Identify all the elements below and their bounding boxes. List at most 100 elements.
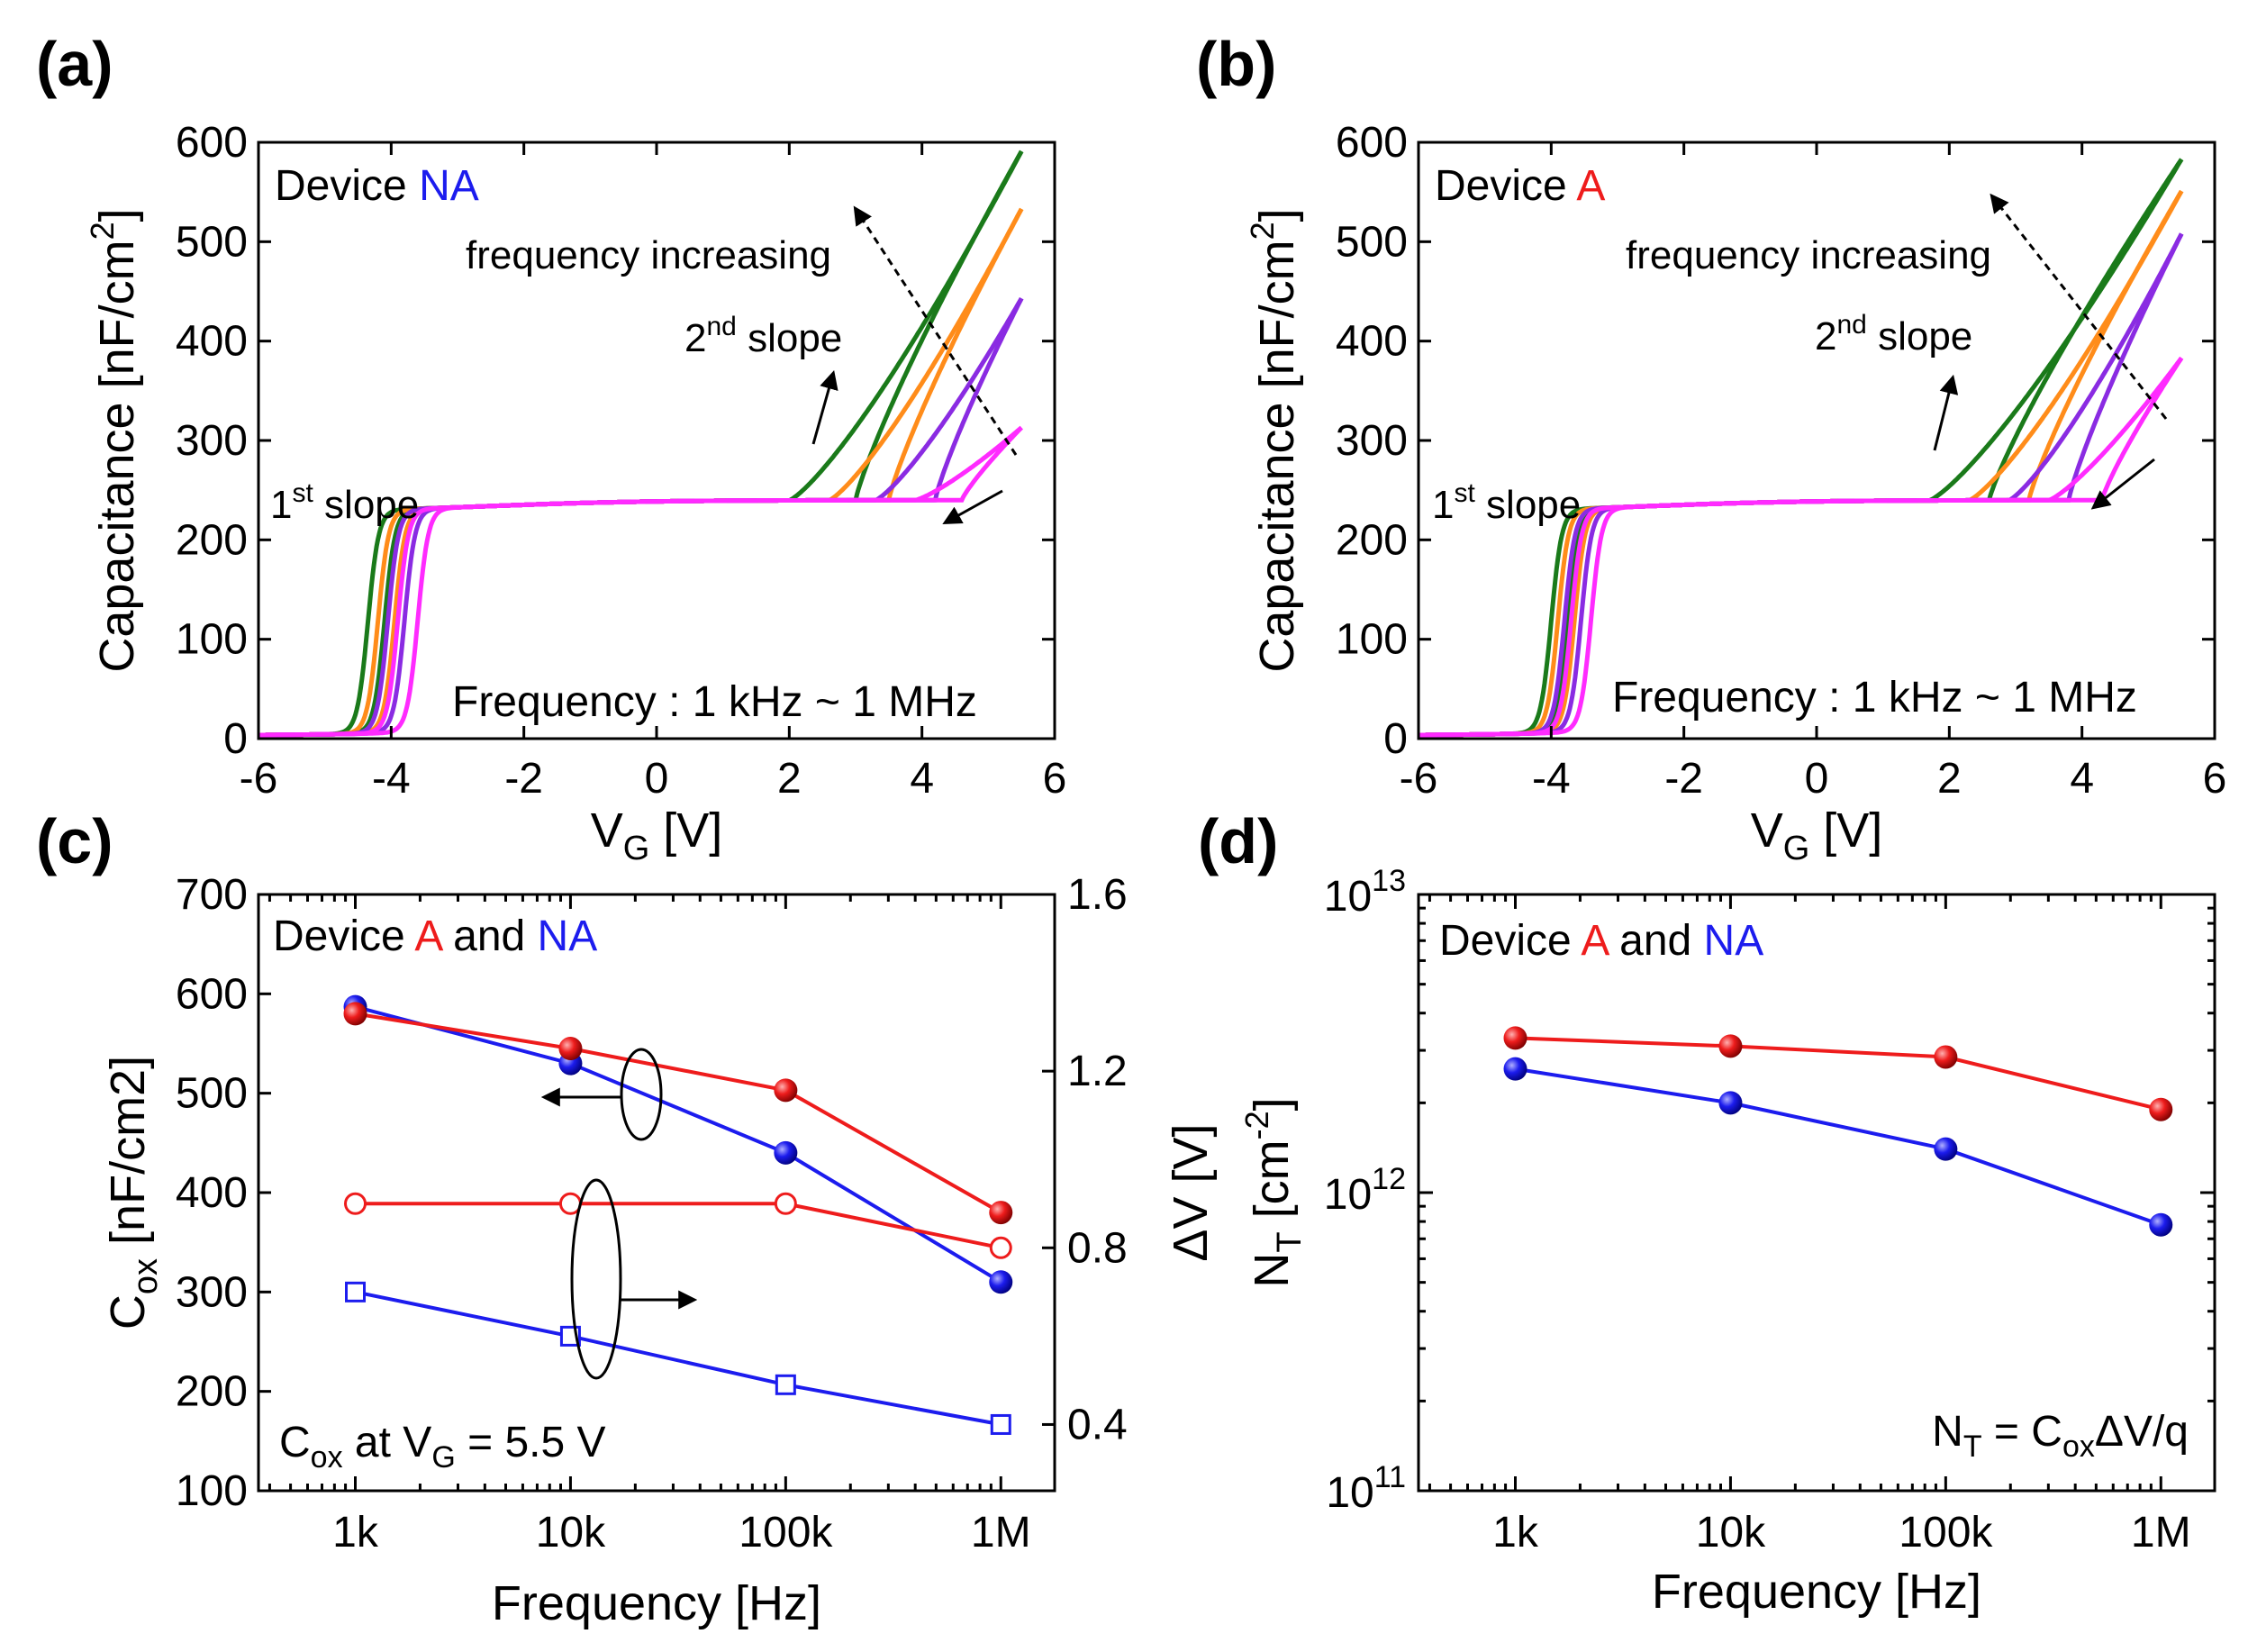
x-axis-title-c: Frequency [Hz] [492, 1576, 821, 1630]
plot-a [258, 150, 1024, 738]
x-tick-label-d: 1k [1492, 1509, 1539, 1557]
ticks-d: 1k 10k 100k 1M 1011 1012 1013 [1324, 864, 2215, 1557]
data-point-NA-dv [775, 1374, 796, 1395]
data-point-A-cox [989, 1201, 1013, 1225]
plot-frame-b [1417, 141, 2216, 740]
x-tick-label-b: 4 [2070, 755, 2094, 803]
series-line-A-cox [355, 1012, 1002, 1214]
cv-curve-magenta-rev [1419, 357, 2184, 738]
x-tick-label-b: 6 [2203, 755, 2227, 803]
data-point-A-dv [989, 1236, 1012, 1259]
panel-c: (c) 1k 10k 100k 1M 100 200 300 400 500 600 700 0.4 0… [36, 806, 1218, 1630]
freq-annotation-b: frequency increasing [1626, 233, 1991, 277]
x-tick-label-a: 4 [910, 755, 934, 803]
y-tick-label-a: 400 [176, 318, 248, 366]
freq-arrow-b [1990, 193, 2168, 420]
x-tick-label-b: -2 [1664, 755, 1703, 803]
plot-frame-c [257, 893, 1056, 1493]
series-line-NA-nt [1515, 1067, 2162, 1227]
y-tick-label-c: 100 [176, 1467, 248, 1515]
data-point-NA-dv [345, 1281, 367, 1303]
data-point-A-nt [2149, 1097, 2173, 1121]
y-axis-title-b: Capacitance [nF/cm2] [1244, 208, 1304, 672]
data-point-A-nt [1934, 1045, 1958, 1069]
panel-d: (d) 1k 10k 100k 1M 1011 1012 1013 Frequency [H… [1198, 806, 2216, 1619]
y2-tick-label-c: 0.4 [1067, 1401, 1128, 1448]
y-tick-label-c: 600 [176, 970, 248, 1018]
data-point-A-cox [343, 1002, 367, 1026]
plot-d [1503, 1026, 2173, 1237]
plot-b [1419, 158, 2184, 738]
panel-label-a: (a) [36, 29, 113, 99]
x-tick-label-b: -4 [1532, 755, 1571, 803]
y-tick-label-c: 700 [176, 871, 248, 919]
x-axis-title-b: VG [V] [1751, 803, 1883, 867]
device-label-b: Device A [1435, 162, 1605, 210]
formula-d: NT = CoxΔV/q [1932, 1408, 2189, 1464]
y-tick-label-c: 200 [176, 1368, 248, 1416]
y-tick-label-b: 500 [1336, 218, 1408, 266]
legend-c: Device A and NA [273, 912, 597, 960]
x-tick-label-a: -4 [372, 755, 411, 803]
y-tick-label-a: 600 [176, 119, 248, 167]
y-tick-label-c: 400 [176, 1169, 248, 1217]
panel-label-b: (b) [1196, 29, 1276, 99]
data-point-A-nt [1503, 1026, 1527, 1050]
freq-range-a: Frequency : 1 kHz ~ 1 MHz [452, 678, 977, 726]
ticks-c: 1k 10k 100k 1M 100 200 300 400 500 600 700 0.4 0.8 1.… [176, 871, 1128, 1557]
ellipse-cox-c [620, 1048, 663, 1141]
panel-label-d: (d) [1198, 806, 1278, 876]
data-point-A-dv [774, 1192, 797, 1215]
data-point-NA-nt [2149, 1212, 2173, 1237]
plot-c [343, 994, 1013, 1435]
data-point-NA-cox [774, 1140, 798, 1165]
x-tick-label-c: 1k [332, 1509, 379, 1557]
x-tick-label-d: 1M [2131, 1509, 2191, 1557]
series-line-A-nt [1515, 1036, 2162, 1112]
freq-arrow-a [853, 205, 1018, 456]
x-tick-label-c: 100k [739, 1509, 833, 1557]
data-point-A-nt [1718, 1034, 1743, 1058]
y-tick-label-b: 300 [1336, 417, 1408, 465]
y2-tick-label-c: 1.6 [1067, 871, 1128, 919]
x-tick-label-b: -6 [1400, 755, 1438, 803]
x-axis-title-a: VG [V] [591, 803, 723, 867]
x-axis-title-d: Frequency [Hz] [1652, 1565, 1981, 1619]
down-arrow-a [942, 489, 1003, 525]
y-tick-label-a: 100 [176, 616, 248, 664]
panel-a: (a) -6 -4 -2 0 2 4 6 0 100 200 300 400 500 600 VG [V]… [36, 29, 1066, 867]
freq-annotation-a: frequency increasing [466, 233, 831, 277]
x-tick-label-b: 2 [1937, 755, 1962, 803]
data-point-NA-nt [1934, 1137, 1958, 1161]
series-line-NA-dv [355, 1290, 1002, 1427]
y2-tick-label-c: 0.8 [1067, 1224, 1128, 1272]
data-point-NA-cox [989, 1270, 1013, 1294]
ticks-b: -6 -4 -2 0 2 4 6 0 100 200 300 400 500 600 [1336, 119, 2226, 803]
ticks-a: -6 -4 -2 0 2 4 6 0 100 200 300 400 500 600 [176, 119, 1066, 803]
x-tick-label-d: 10k [1696, 1509, 1766, 1557]
y-axis-title-c: Cox [nF/cm2] [101, 1056, 165, 1330]
down-arrow-b [2090, 458, 2155, 510]
y-tick-label-c: 300 [176, 1268, 248, 1316]
device-label-a: Device NA [275, 162, 479, 210]
first-slope-b: 1st slope [1432, 478, 1581, 527]
up-arrow-a [811, 369, 838, 445]
x-tick-label-d: 100k [1899, 1509, 1993, 1557]
y-axis-title-d: NT [cm-2] [1238, 1097, 1309, 1287]
data-point-NA-nt [1718, 1091, 1743, 1115]
legend-d: Device A and NA [1439, 917, 1763, 965]
cv-curve-magenta-rev [258, 425, 1023, 738]
note-c: Cox at VG = 5.5 V [279, 1419, 606, 1475]
y-tick-label-b: 400 [1336, 318, 1408, 366]
data-point-A-cox [558, 1037, 583, 1061]
plot-frame-d [1417, 893, 2216, 1493]
x-tick-label-c: 1M [971, 1509, 1031, 1557]
y-tick-label-d: 1013 [1324, 864, 1406, 921]
y2-axis-title-c: ΔV [V] [1164, 1123, 1218, 1261]
ellipse-dv-c [570, 1178, 622, 1380]
y2-tick-label-c: 1.2 [1067, 1048, 1128, 1095]
y-tick-label-b: 0 [1383, 715, 1408, 763]
x-tick-label-a: 0 [645, 755, 669, 803]
y-tick-label-b: 600 [1336, 119, 1408, 167]
